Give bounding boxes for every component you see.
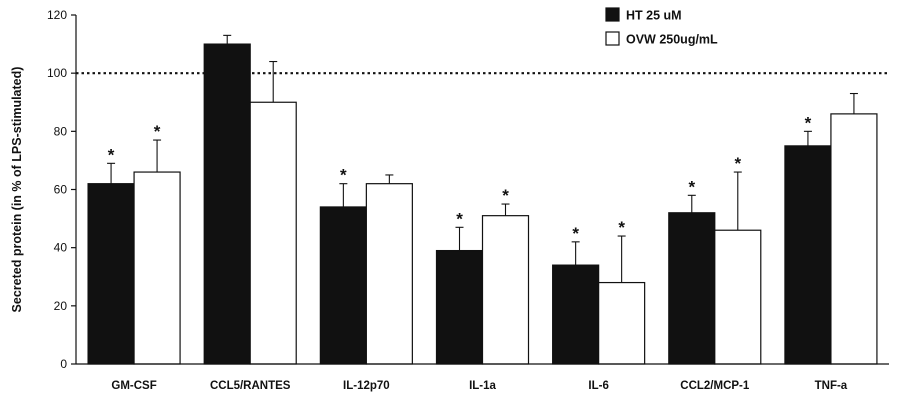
- bar-ovw: [830, 113, 878, 365]
- bar-ovw: [133, 171, 181, 365]
- x-category-label: TNF-a: [815, 380, 848, 392]
- bar-ht: [668, 212, 716, 365]
- bar-ovw: [481, 215, 530, 365]
- legend-swatch: [605, 31, 620, 46]
- significance-star: *: [572, 224, 579, 243]
- y-tick-label: 120: [47, 8, 67, 22]
- significance-star: *: [108, 145, 115, 164]
- x-axis-categories: GM-CSF CCL5/RANTES IL-12p70 IL-1a IL-6 CCL2/M…: [111, 380, 847, 392]
- bar-ht: [552, 264, 600, 365]
- significance-star: *: [734, 154, 741, 173]
- bar-ht: [784, 145, 832, 365]
- significance-markers: * * * * * * * * * *: [108, 113, 812, 243]
- bar-ht: [435, 249, 484, 365]
- significance-star: *: [618, 218, 625, 237]
- bar-ovw: [598, 281, 646, 365]
- bar-ht: [319, 206, 367, 365]
- legend-label: OVW 250ug/mL: [626, 33, 718, 47]
- x-category-label: CCL2/MCP-1: [680, 380, 750, 392]
- x-category-label: IL-6: [588, 380, 608, 392]
- significance-star: *: [340, 166, 347, 185]
- bars-group: [87, 43, 878, 365]
- bar-ht: [87, 183, 135, 365]
- error-bars-group: [107, 34, 858, 283]
- x-category-label: GM-CSF: [111, 380, 156, 392]
- bar-ovw: [714, 229, 762, 365]
- bar-ovw: [249, 101, 297, 365]
- y-tick-label: 100: [47, 66, 67, 80]
- significance-star: *: [688, 177, 695, 196]
- significance-star: *: [154, 122, 161, 141]
- y-tick-label: 60: [54, 183, 68, 197]
- y-axis-title: Secreted protein (in % of LPS-stimulated…: [10, 67, 24, 313]
- y-tick-label: 40: [54, 241, 68, 255]
- significance-star: *: [502, 186, 509, 205]
- y-tick-label: 0: [60, 357, 67, 371]
- y-axis-ticks: 0 20 40 60 80 100 120: [47, 8, 76, 371]
- bar-ovw: [365, 183, 413, 365]
- legend: HT 25 uM OVW 250ug/mL: [605, 7, 718, 47]
- x-category-label: IL-12p70: [343, 380, 390, 392]
- legend-swatch: [605, 7, 620, 22]
- y-tick-label: 20: [54, 299, 68, 313]
- significance-star: *: [805, 113, 812, 132]
- significance-star: *: [456, 209, 463, 228]
- legend-label: HT 25 uM: [626, 9, 682, 23]
- x-category-label: CCL5/RANTES: [210, 380, 291, 392]
- x-category-label: IL-1a: [469, 380, 496, 392]
- bar-ht: [203, 43, 251, 365]
- y-tick-label: 80: [54, 124, 68, 138]
